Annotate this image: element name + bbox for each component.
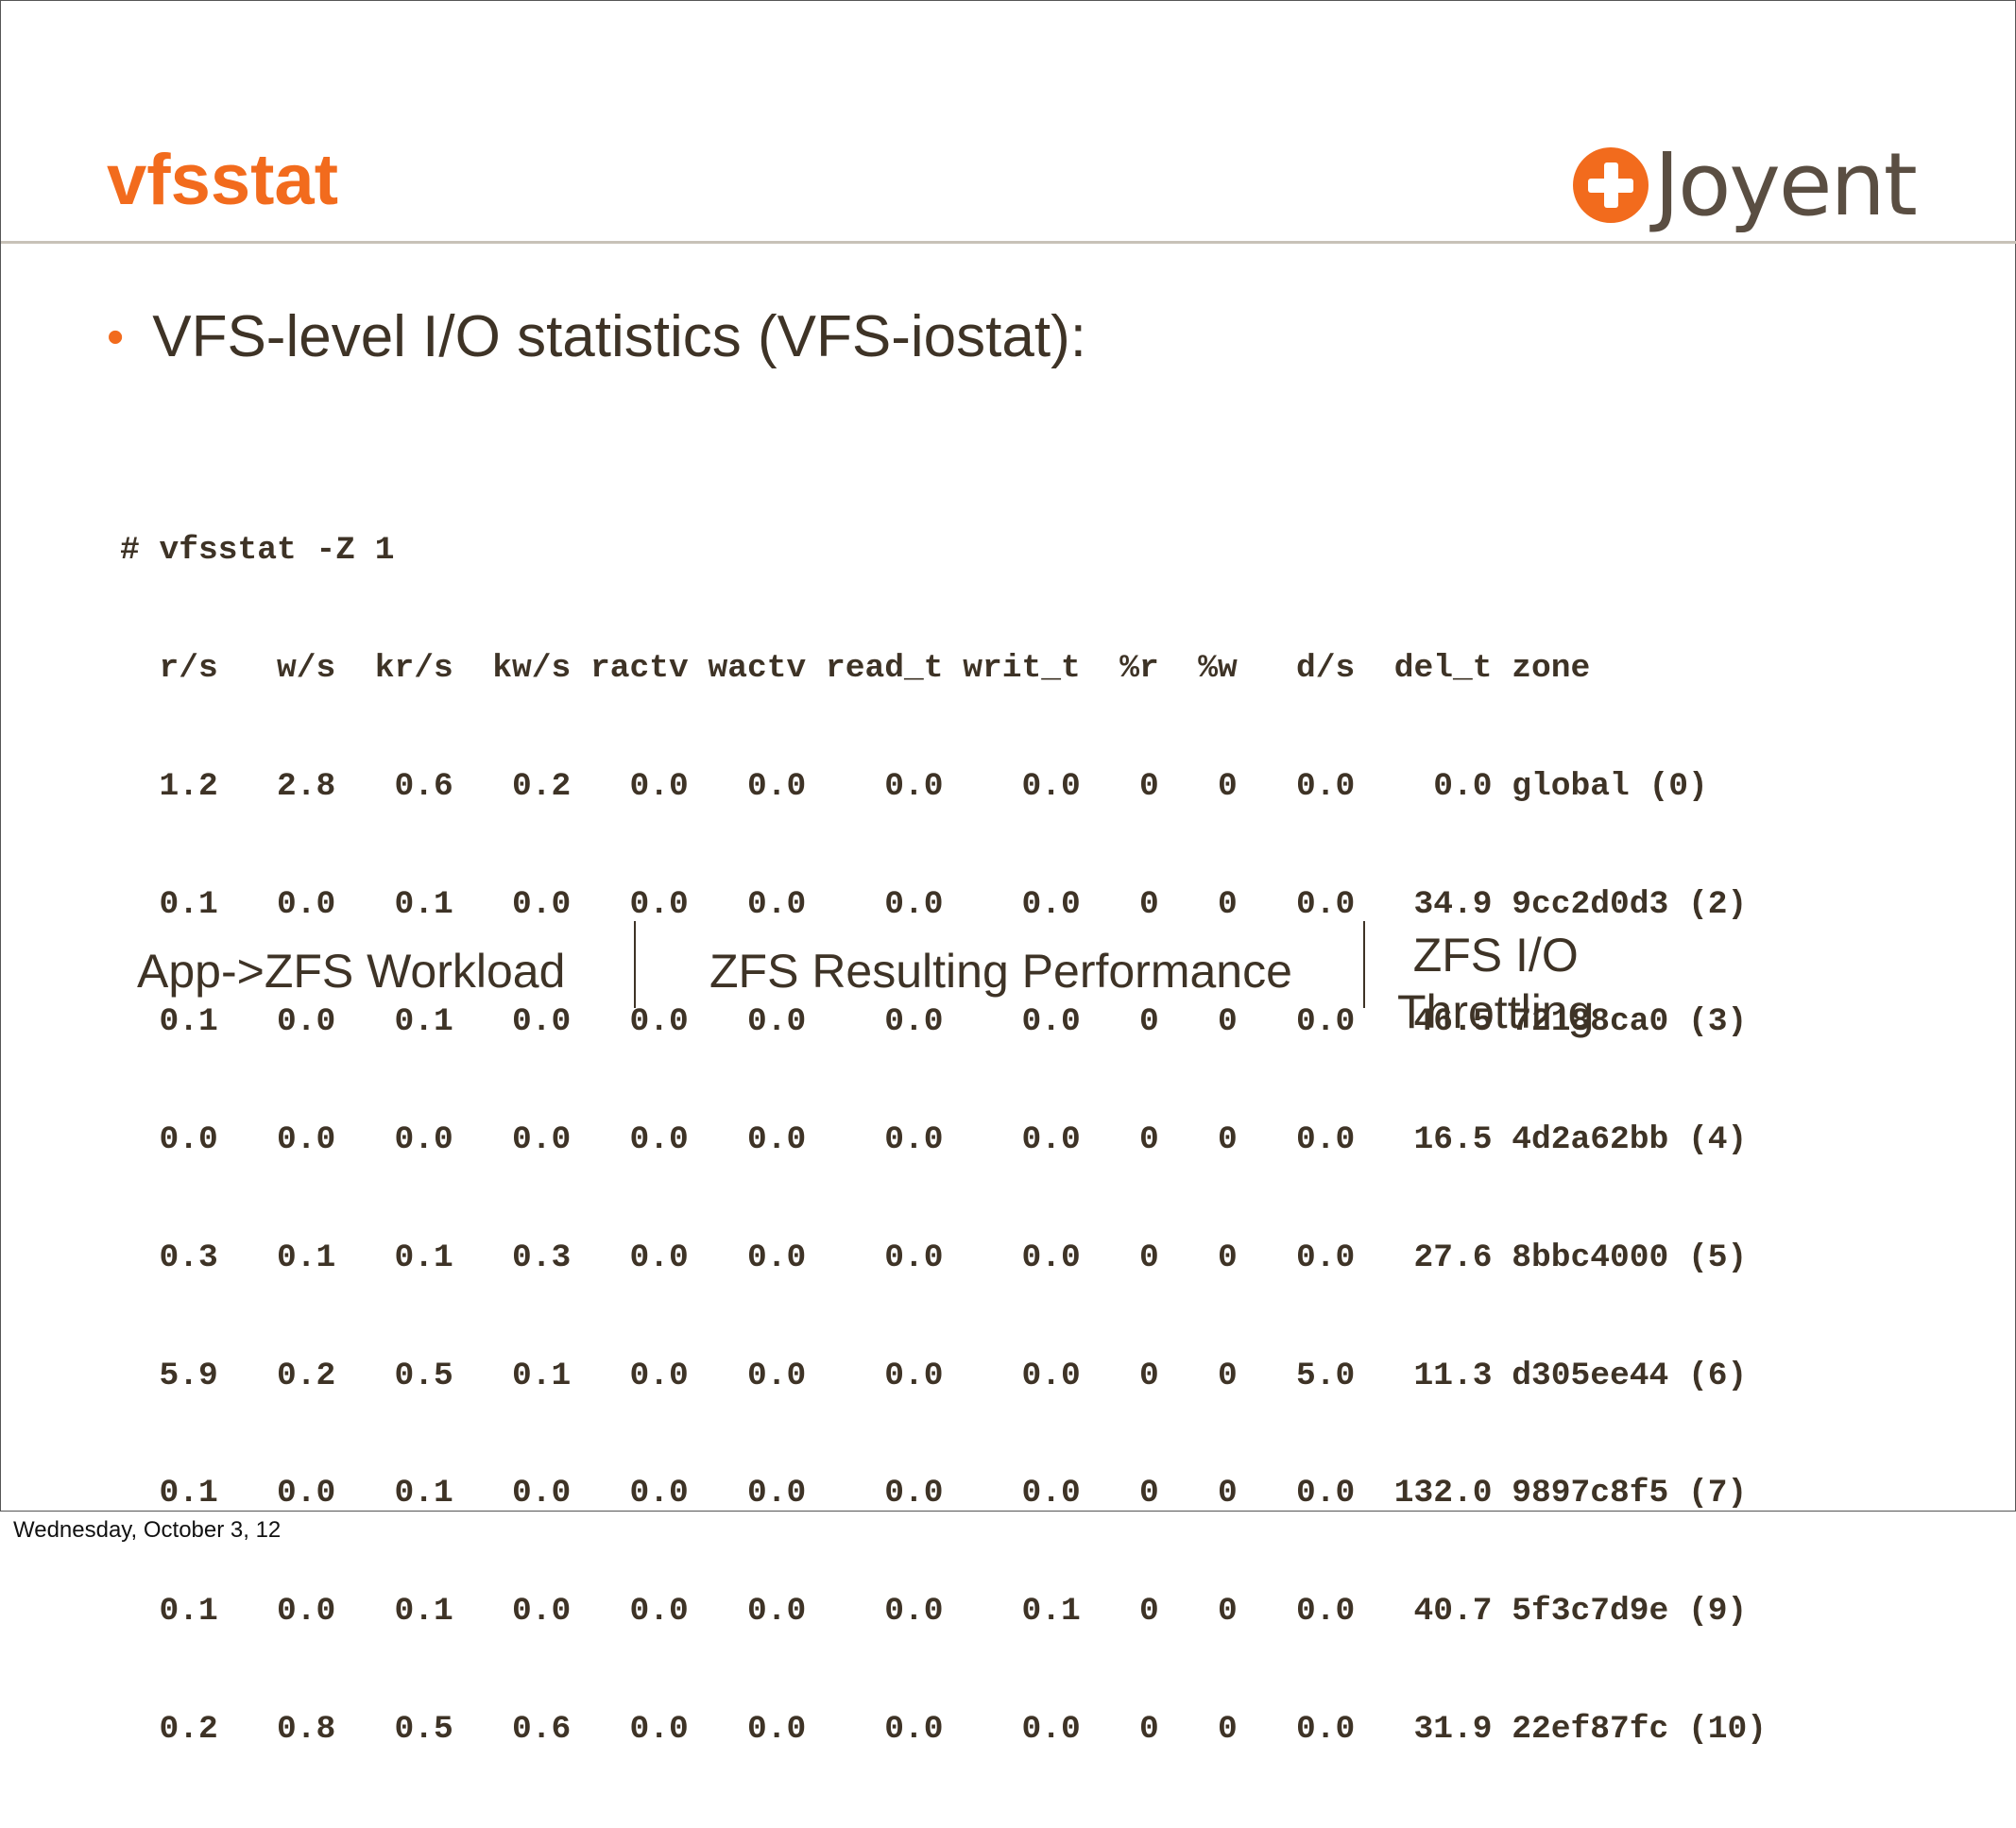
bullet-text: VFS-level I/O statistics (VFS-iostat): — [152, 304, 1086, 369]
table-row: 0.0 0.0 0.0 0.0 0.0 0.0 0.0 0.0 0 0 0.0 … — [120, 1121, 1748, 1159]
throttling-label-line2: Throttling — [1397, 985, 1595, 1038]
throttling-label-line1: ZFS I/O — [1412, 929, 1579, 982]
table-row: 5.9 0.2 0.5 0.1 0.0 0.0 0.0 0.0 0 0 5.0 … — [120, 1357, 1748, 1394]
joyent-plus-logo-icon — [1573, 147, 1649, 223]
table-row: 0.1 0.0 0.1 0.0 0.0 0.0 0.0 0.0 0 0 0.0 … — [120, 1475, 1748, 1512]
footer-date: Wednesday, October 3, 12 — [13, 1517, 282, 1543]
slide-title: vfsstat — [107, 140, 338, 220]
table-row: 0.2 0.8 0.5 0.6 0.0 0.0 0.0 0.0 0 0 0.0 … — [120, 1711, 1768, 1748]
command-line: # vfsstat -Z 1 — [120, 532, 395, 570]
bullet-item: • VFS-level I/O statistics (VFS-iostat): — [107, 303, 1086, 370]
joyent-logo: Joyent — [1573, 133, 1918, 237]
workload-label: App->ZFS Workload — [137, 945, 566, 998]
bullet-dot-icon: • — [107, 309, 125, 365]
table-row: 1.2 2.8 0.6 0.2 0.0 0.0 0.0 0.0 0 0 0.0 … — [120, 767, 1708, 805]
slide: vfsstat Joyent • VFS-level I/O statistic… — [0, 0, 2016, 1748]
throttling-label: ZFS I/O Throttling — [1397, 927, 1594, 1040]
title-divider — [1, 241, 2016, 244]
table-row: 0.1 0.0 0.1 0.0 0.0 0.0 0.0 0.1 0 0 0.0 … — [120, 1593, 1748, 1631]
logo-text: Joyent — [1654, 134, 1918, 235]
terminal-output: # vfsstat -Z 1 r/s w/s kr/s kw/s ractv w… — [120, 453, 1767, 1828]
performance-label: ZFS Resulting Performance — [709, 945, 1292, 998]
table-row: 0.3 0.1 0.1 0.3 0.0 0.0 0.0 0.0 0 0 0.0 … — [120, 1239, 1748, 1276]
category-divider — [1363, 921, 1365, 1008]
column-header-line: r/s w/s kr/s kw/s ractv wactv read_t wri… — [120, 649, 1591, 687]
category-divider — [634, 921, 636, 1008]
table-row: 0.1 0.0 0.1 0.0 0.0 0.0 0.0 0.0 0 0 0.0 … — [120, 885, 1748, 923]
table-row: 0.1 0.0 0.1 0.0 0.0 0.0 0.0 0.0 0 0 0.0 … — [120, 1003, 1748, 1041]
